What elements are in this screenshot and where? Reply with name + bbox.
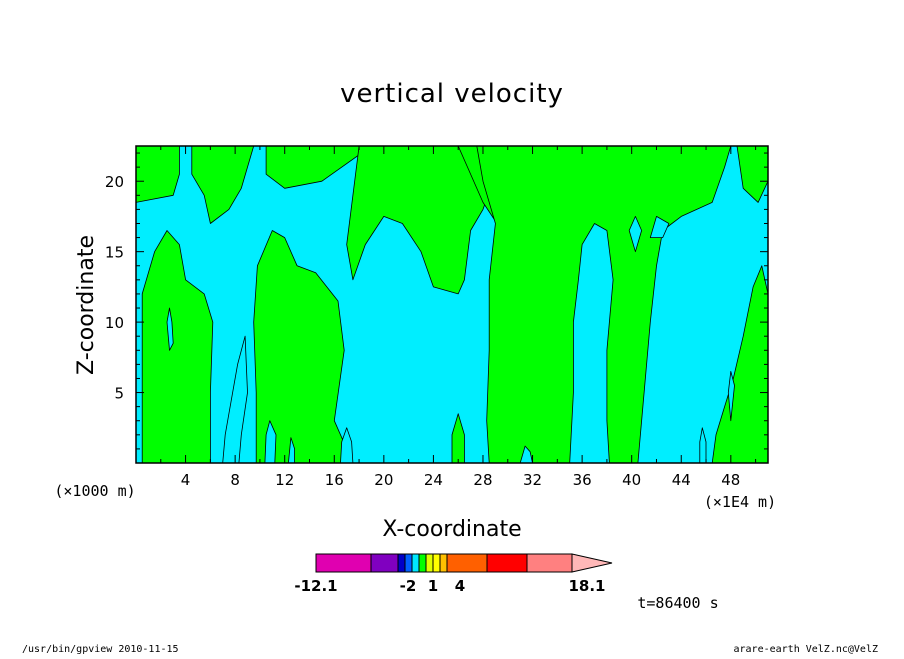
colorbar-swatch [315,553,372,573]
contour-region-negative-20 [727,370,735,422]
contour-region-negative-16 [519,445,533,463]
contour-region-negative-17 [628,215,642,253]
contour-region-positive-3 [141,230,214,463]
chart-title: vertical velocity [340,79,564,109]
footer-right: arare-earth_VelZ.nc@VelZ [734,644,879,654]
x-tick-label: 12 [275,471,294,489]
y-tick-label: 5 [114,385,124,403]
y-axis-label: Z-coordinate [74,235,99,375]
colorbar [315,553,613,573]
colorbar-label: -2 [400,577,417,595]
x-tick-label: 36 [573,471,592,489]
y-tick-label: 20 [105,173,124,191]
x-tick-label: 32 [523,471,542,489]
colorbar-swatch [425,553,434,573]
colorbar-swatch [432,553,441,573]
y-unit-label: (×1000 m) [54,482,135,500]
x-tick-label: 28 [473,471,492,489]
contour-region-negative-18 [649,215,670,239]
contour-region-positive-1 [191,146,255,224]
contour-region-negative-19 [699,427,707,463]
x-tick-label: 24 [424,471,443,489]
x-tick-label: 48 [721,471,740,489]
colorbar-extend-arrow [571,553,613,573]
contour-region-negative-15 [340,427,354,463]
colorbar-labels: -12.1 -2 1 4 18.1 [294,577,605,595]
contour-region-negative-14 [287,437,296,463]
contour-region-positive-2 [265,146,372,189]
plot-frame [135,145,769,464]
colorbar-label: 1 [428,577,438,595]
colorbar-label: 4 [455,577,465,595]
colorbar-swatch [439,553,448,573]
contour-region-positive-9 [736,146,768,203]
contour-regions [136,146,768,463]
y-tick-label: 15 [105,244,124,262]
x-unit-label: (×1E4 m) [704,493,776,511]
colorbar-swatch [370,553,399,573]
colorbar-swatch [404,553,413,573]
x-axis-ticks: 4 8 12 16 20 24 28 32 36 40 44 48 [160,146,757,489]
contour-region-negative-13 [264,420,277,463]
x-tick-label: 20 [374,471,393,489]
footer-left: /usr/bin/gpview 2010-11-15 [22,644,179,654]
contour-region-positive-10 [451,413,465,463]
contour-region-negative-11 [166,307,174,351]
colorbar-swatch [526,553,573,573]
x-tick-label: 4 [181,471,191,489]
x-tick-label: 16 [325,471,344,489]
contour-region-negative-12 [222,335,248,463]
x-axis-label: X-coordinate [382,517,521,542]
colorbar-swatch [418,553,427,573]
colorbar-swatch [397,553,406,573]
contour-region-positive-0 [136,146,180,203]
colorbar-swatch [446,553,488,573]
x-tick-label: 40 [622,471,641,489]
time-label: t=86400 s [637,594,718,612]
x-tick-label: 44 [672,471,691,489]
colorbar-swatch [411,553,420,573]
colorbar-label: 18.1 [568,577,605,595]
y-tick-label: 10 [105,314,124,332]
contour-region-positive-8 [711,265,768,463]
x-tick-label: 8 [230,471,240,489]
contour-region-positive-4 [253,230,354,463]
colorbar-swatch [486,553,528,573]
colorbar-label: -12.1 [294,577,337,595]
y-axis-ticks: 5 10 15 20 [105,152,768,450]
